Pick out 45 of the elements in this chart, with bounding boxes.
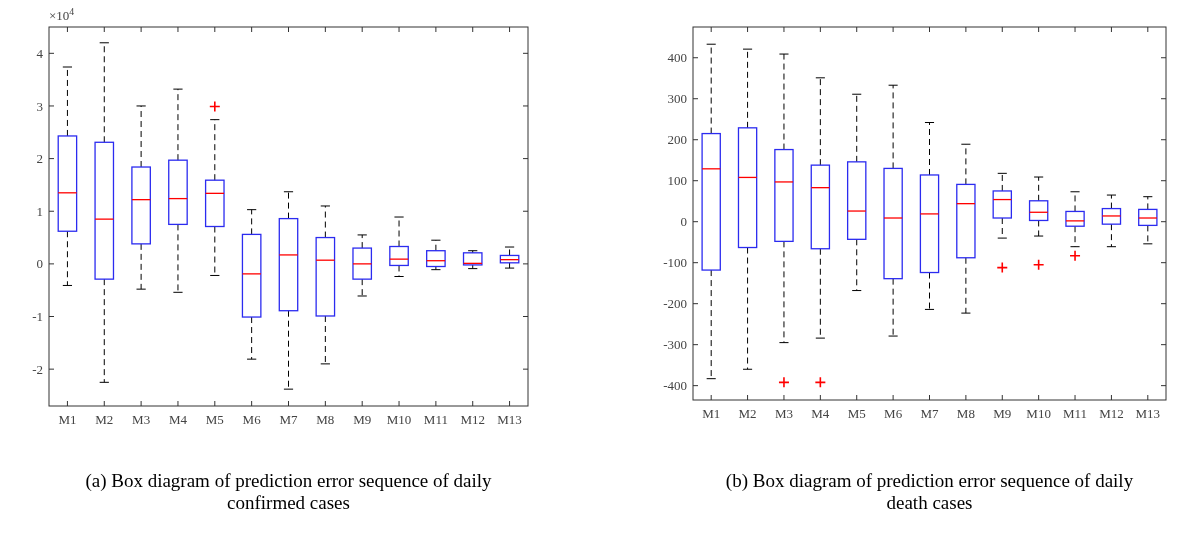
x-tick-label: M9 <box>353 412 372 427</box>
y-tick-label: 100 <box>667 173 687 189</box>
y-tick-label: -1 <box>32 309 43 325</box>
x-tick-label: M9 <box>993 406 1012 421</box>
y-tick-label: 0 <box>680 214 687 230</box>
x-tick-label: M10 <box>386 412 412 427</box>
x-tick-label: M13 <box>497 412 522 427</box>
x-tick-label: M11 <box>423 412 448 427</box>
y-tick-label: 3 <box>36 98 43 114</box>
text: (b) Box diagram of prediction error sequence of daily death cases <box>725 470 1134 513</box>
x-tick-label: M7 <box>279 412 299 427</box>
y-tick-label: -200 <box>663 296 687 312</box>
y-tick-label: 2 <box>36 151 43 167</box>
y-tick-label: 1 <box>36 203 43 219</box>
y-tick-label: 200 <box>667 132 687 148</box>
y-tick-label: 0 <box>36 256 43 272</box>
x-tick-label: M7 <box>920 406 940 421</box>
x-tick-label: M3 <box>132 412 151 427</box>
y-tick-label: -300 <box>663 337 687 353</box>
x-tick-label: M5 <box>205 412 224 427</box>
x-tick-label: M1 <box>702 406 721 421</box>
x-tick-label: M13 <box>1135 406 1161 421</box>
y-tick-label: -100 <box>663 255 687 271</box>
x-tick-label: M4 <box>168 412 188 427</box>
x-tick-label: M4 <box>811 406 830 421</box>
text: (a) Box diagram of prediction error sequence of daily confirmed cases <box>85 470 493 513</box>
y-tick-label: -2 <box>32 361 43 377</box>
x-tick-label: M1 <box>58 412 77 427</box>
x-tick-label: M8 <box>956 406 975 421</box>
x-tick-label: M2 <box>95 412 114 427</box>
x-tick-label: M5 <box>847 406 866 421</box>
text: ×10$^{4}$ <box>49 5 75 23</box>
x-tick-label: M12 <box>1099 406 1124 421</box>
x-tick-label: M6 <box>884 406 903 421</box>
x-tick-label: M6 <box>242 412 262 427</box>
y-tick-label: 4 <box>36 45 44 61</box>
x-tick-label: M11 <box>1063 406 1088 421</box>
x-tick-label: M12 <box>460 412 486 427</box>
x-tick-label: M10 <box>1026 406 1051 421</box>
x-tick-label: M3 <box>774 406 793 421</box>
y-tick-label: 300 <box>667 91 687 107</box>
y-tick-label: 400 <box>667 50 687 66</box>
x-tick-label: M2 <box>738 406 757 421</box>
x-tick-label: M8 <box>316 412 335 427</box>
y-tick-label: -400 <box>663 378 687 394</box>
